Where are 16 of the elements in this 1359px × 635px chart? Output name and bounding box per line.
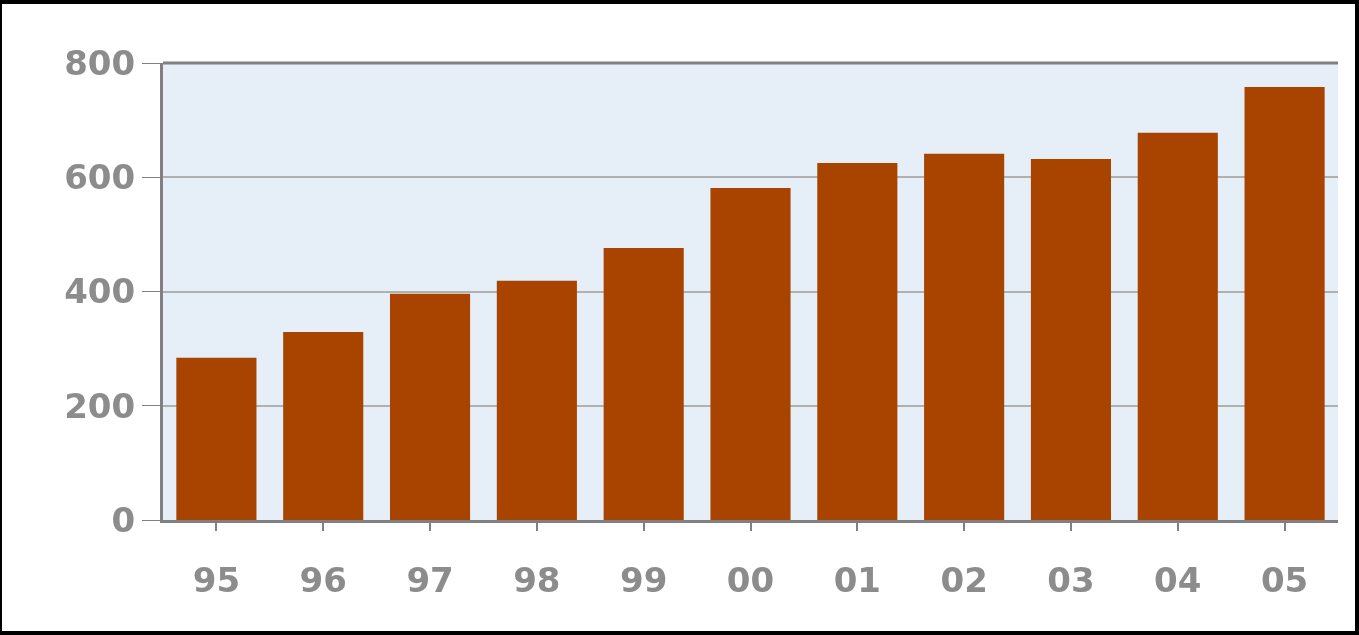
y-tick-label: 400 [64,271,136,312]
x-tick-label: 05 [1260,559,1309,600]
x-tick-label: 95 [192,559,241,600]
x-tick-label: 02 [940,559,988,600]
x-tick-label: 04 [1154,559,1202,600]
y-tick-label: 200 [64,385,136,426]
x-tick-label: 98 [513,559,561,600]
x-tick-label: 97 [406,559,454,600]
x-tick-label: 03 [1047,559,1095,600]
x-tick-label: 96 [299,559,347,600]
y-tick-label: 600 [64,157,136,198]
y-tick-label: 800 [64,42,136,83]
y-tick-label: 0 [111,499,136,540]
x-tick-label: 99 [620,559,668,600]
x-tick-label: 01 [833,559,881,600]
x-tick-label: 00 [726,559,775,600]
